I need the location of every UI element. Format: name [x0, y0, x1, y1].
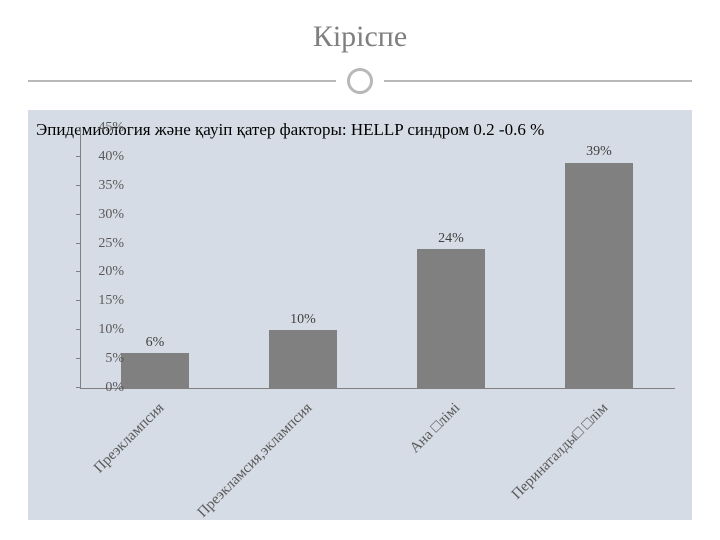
bar-2 — [269, 330, 337, 388]
deco-line-right — [384, 80, 692, 82]
bar-2-label: 10% — [273, 312, 333, 328]
plot-area: 6% 10% 24% 39% — [80, 128, 675, 389]
ytick-mark — [76, 243, 81, 244]
bar-4-label: 39% — [569, 144, 629, 160]
bar-chart: 6% 10% 24% 39% 0% 5% 10% 15% 20% 25% 30%… — [36, 128, 680, 512]
bar-1-label: 6% — [125, 335, 185, 351]
ytick-mark — [76, 271, 81, 272]
bar-1 — [121, 353, 189, 388]
ytick-mark — [76, 185, 81, 186]
bar-4 — [565, 163, 633, 388]
ytick-mark — [76, 300, 81, 301]
ytick-35: 35% — [84, 178, 124, 194]
ytick-25: 25% — [84, 236, 124, 252]
ytick-mark — [76, 329, 81, 330]
ytick-mark — [76, 358, 81, 359]
bar-3-label: 24% — [421, 231, 481, 247]
ytick-mark — [76, 156, 81, 157]
ytick-20: 20% — [84, 264, 124, 280]
bar-3 — [417, 249, 485, 388]
slide-title: Кіріспе — [0, 20, 720, 54]
ytick-5: 5% — [84, 351, 124, 367]
deco-ring — [347, 68, 373, 94]
ytick-10: 10% — [84, 322, 124, 338]
ytick-mark — [76, 127, 81, 128]
ytick-15: 15% — [84, 293, 124, 309]
ytick-0: 0% — [84, 380, 124, 396]
ytick-40: 40% — [84, 149, 124, 165]
ytick-mark — [76, 387, 81, 388]
ytick-30: 30% — [84, 207, 124, 223]
slide: Кіріспе Эпидемиология және қауіп қатер ф… — [0, 0, 720, 540]
ytick-mark — [76, 214, 81, 215]
deco-line-left — [28, 80, 336, 82]
title-decoration — [0, 66, 720, 96]
ytick-45: 45% — [84, 120, 124, 136]
